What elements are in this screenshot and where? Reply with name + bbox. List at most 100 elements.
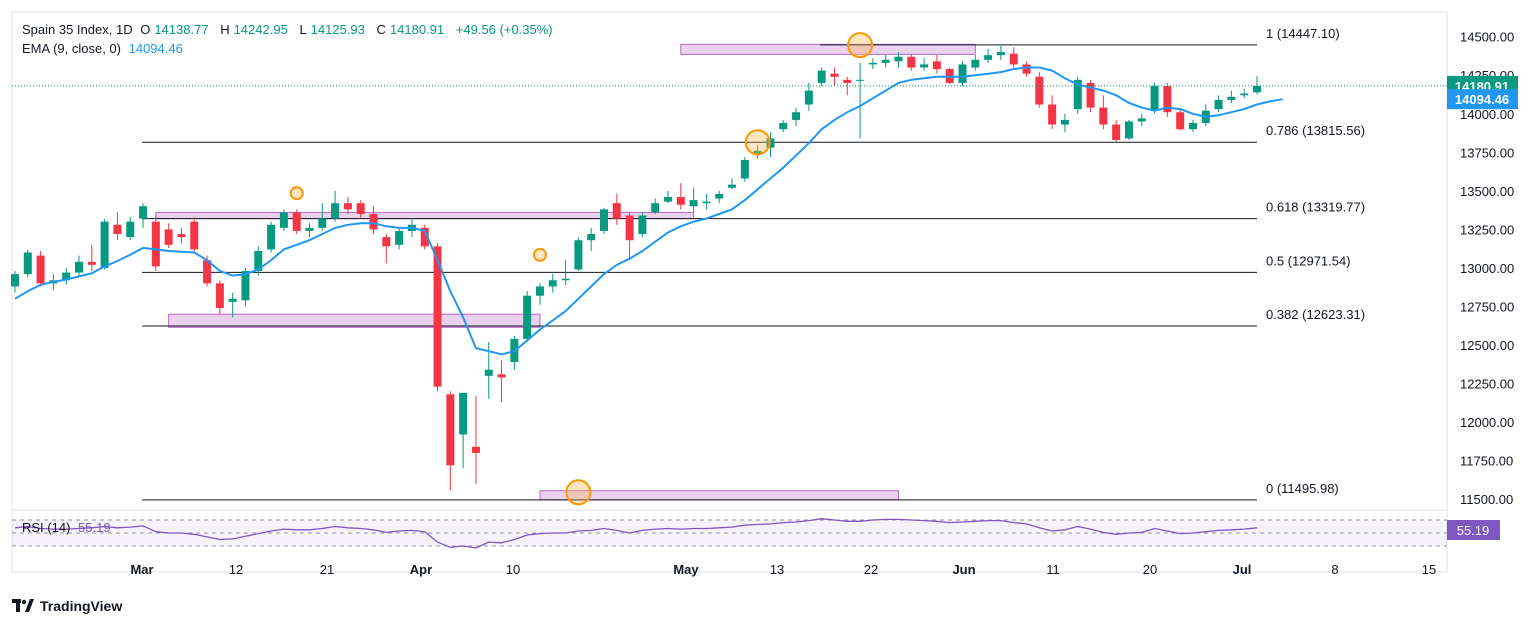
x-tick-label-1: 12	[229, 562, 243, 577]
rsi-line	[14, 518, 1258, 549]
candle-body-71	[920, 64, 929, 68]
candle-body-65	[843, 79, 852, 83]
x-tick-label-0: Mar	[130, 562, 153, 577]
rsi-label[interactable]: RSI (14)	[22, 520, 71, 535]
candle-body-34	[446, 394, 455, 466]
candle-body-95	[1227, 96, 1236, 100]
candle-body-67	[868, 62, 877, 65]
candle-body-47	[612, 203, 621, 219]
candle-body-2	[36, 255, 45, 284]
highlight-circle-4	[847, 32, 874, 59]
candle-body-75	[971, 59, 980, 68]
candle-body-14	[190, 221, 199, 250]
y-tick-label-10: 12000.00	[1460, 415, 1514, 430]
candle-body-19	[254, 250, 263, 272]
candle-body-7	[100, 221, 109, 268]
candle-body-77	[996, 52, 1005, 56]
x-tick-label-5: May	[673, 562, 699, 577]
y-tick-label-8: 12500.00	[1460, 338, 1514, 353]
ema-label[interactable]: EMA (9, close, 0)	[22, 41, 121, 56]
y-tick-label-5: 13250.00	[1460, 222, 1514, 237]
candle-body-76	[984, 55, 993, 60]
y-tick-label-4: 13500.00	[1460, 184, 1514, 199]
y-tick-label-2: 14000.00	[1460, 107, 1514, 122]
candle-body-51	[664, 197, 673, 202]
candle-body-92	[1188, 123, 1197, 130]
y-tick-label-12: 11500.00	[1460, 492, 1513, 507]
change-value: +49.56 (+0.35%)	[455, 22, 553, 37]
tradingview-brand[interactable]: TradingView	[12, 598, 122, 614]
y-tick-label-6: 13000.00	[1460, 261, 1514, 276]
legend-ema: EMA (9, close, 0) 14094.46	[22, 41, 187, 56]
x-tick-label-11: Jul	[1233, 562, 1252, 577]
candle-body-11	[151, 221, 160, 267]
candle-body-40	[523, 295, 532, 339]
legend-ohlc: Spain 35 Index, 1D O 14138.77 H 14242.95 L…	[22, 22, 557, 37]
candle-body-41	[535, 286, 544, 296]
candle-body-66	[856, 79, 865, 81]
zone-rect-1	[168, 313, 541, 328]
candle-body-63	[817, 70, 826, 83]
candle-body-44	[574, 240, 583, 270]
candle-body-29	[382, 237, 391, 247]
candle-body-38	[497, 374, 506, 378]
x-tick-label-9: 11	[1046, 562, 1060, 577]
chart-frame	[11, 11, 1448, 573]
candle-body-61	[792, 112, 801, 120]
y-tick-label-9: 12250.00	[1460, 377, 1514, 392]
candle-body-13	[177, 234, 186, 238]
candle-body-91	[1176, 112, 1185, 130]
symbol-title[interactable]: Spain 35 Index, 1D	[22, 22, 133, 37]
y-tick-label-3: 13750.00	[1460, 145, 1514, 160]
y-tick-label-0: 14500.00	[1460, 30, 1514, 45]
candle-body-46	[599, 209, 608, 231]
time-axis[interactable]: Mar 12 21 Apr 10 May 13 22 Jun 11 20 Jul 8 15	[130, 562, 1436, 577]
candle-body-26	[343, 203, 352, 210]
candle-body-32	[420, 227, 429, 247]
candle-body-48	[625, 215, 634, 241]
fib-label-1: 0.786 (13815.56)	[1266, 123, 1365, 138]
rsi-tag-bg	[1447, 520, 1500, 540]
candle-body-90	[1163, 86, 1172, 113]
candle-body-21	[279, 212, 288, 228]
candle-body-94	[1214, 99, 1223, 110]
candle-body-74	[958, 64, 967, 83]
fib-label-2: 0.618 (13319.77)	[1266, 200, 1365, 215]
rsi-value: 55.19	[78, 520, 111, 535]
support-resistance-zones	[155, 43, 976, 501]
candle-body-16	[215, 283, 224, 309]
x-tick-label-3: Apr	[410, 562, 432, 577]
chart-grid	[11, 11, 1448, 573]
candle-body-85	[1099, 107, 1108, 125]
candle-body-30	[395, 230, 404, 245]
low-value: L 14125.93	[299, 22, 365, 37]
candle-body-8	[113, 224, 122, 235]
candle-body-68	[881, 59, 890, 63]
fib-label-5: 0 (11495.98)	[1266, 481, 1339, 496]
candle-body-27	[356, 203, 365, 214]
candle-body-54	[702, 201, 711, 204]
candle-body-18	[241, 271, 250, 301]
candle-body-35	[459, 392, 468, 435]
candle-body-83	[1073, 79, 1082, 110]
y-tick-label-11: 11750.00	[1460, 454, 1513, 469]
price-axis[interactable]: 14500.0014250.0014000.0013750.0013500.00…	[1460, 30, 1514, 508]
candle-body-72	[932, 61, 941, 70]
highlight-circles	[289, 32, 874, 506]
y-tick-label-7: 12750.00	[1460, 299, 1514, 314]
candle-body-96	[1240, 93, 1249, 96]
candle-body-6	[87, 261, 96, 265]
candle-body-70	[907, 56, 916, 68]
legend-rsi: RSI (14) 55.19	[22, 520, 115, 535]
x-tick-label-13: 15	[1422, 562, 1436, 577]
highlight-circle-1	[565, 479, 592, 506]
rsi-pane: 55.19	[12, 518, 1500, 549]
highlight-circle-2	[532, 247, 547, 262]
tradingview-logo-icon	[12, 599, 34, 612]
candle-body-84	[1086, 82, 1095, 108]
candle-body-28	[369, 213, 378, 230]
candle-body-97	[1253, 85, 1261, 93]
ema-series	[14, 66, 1283, 356]
